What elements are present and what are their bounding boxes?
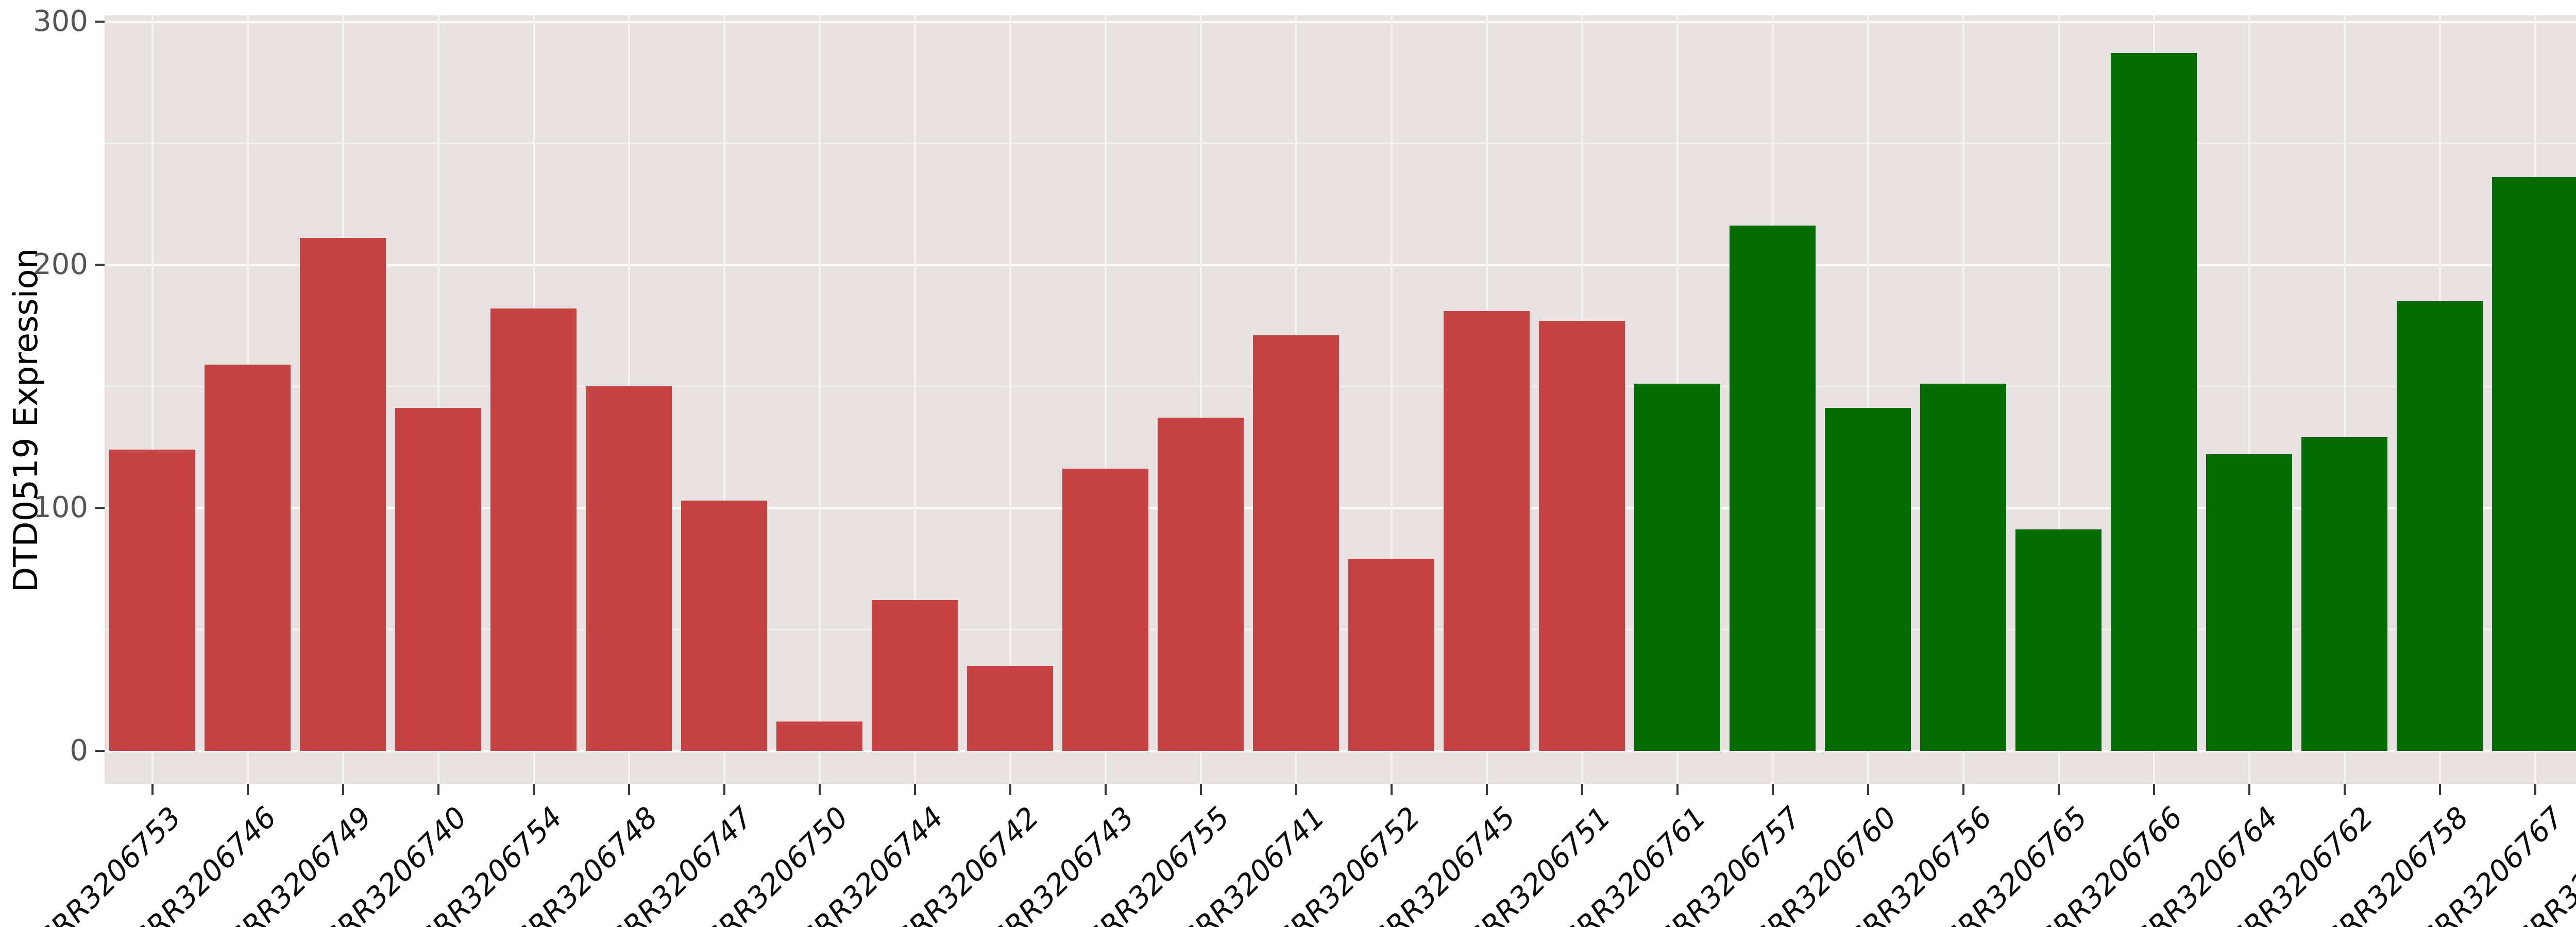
x-tick-mark	[2438, 784, 2441, 795]
y-tick-mark	[95, 507, 105, 509]
x-tick-mark	[723, 784, 725, 795]
major-gridline	[105, 507, 2576, 509]
bar-SRR3206758	[2397, 301, 2483, 751]
vertical-gridline	[1200, 15, 1202, 784]
bar-SRR3206756	[1920, 384, 2006, 751]
x-tick-mark	[1104, 784, 1107, 795]
x-tick-mark	[1485, 784, 1488, 795]
x-tick-mark	[1199, 784, 1202, 795]
vertical-gridline	[2248, 15, 2250, 784]
vertical-gridline	[819, 15, 821, 784]
plot-panel	[105, 15, 2576, 784]
vertical-gridline	[1105, 15, 1107, 784]
x-tick-mark	[913, 784, 916, 795]
vertical-gridline	[1867, 15, 1869, 784]
x-tick-mark	[2343, 784, 2346, 795]
bar-SRR3206748	[586, 386, 672, 751]
x-tick-mark	[342, 784, 344, 795]
x-tick-mark	[532, 784, 535, 795]
x-tick-mark	[818, 784, 821, 795]
vertical-gridline	[2058, 15, 2060, 784]
x-tick-mark	[151, 784, 154, 795]
major-gridline	[105, 21, 2576, 23]
minor-gridline	[105, 143, 2576, 144]
x-tick-mark	[1676, 784, 1679, 795]
vertical-gridline	[151, 15, 154, 784]
x-tick-mark	[1295, 784, 1297, 795]
vertical-gridline	[1391, 15, 1393, 784]
vertical-gridline	[2344, 15, 2346, 784]
bar-SRR3206744	[872, 600, 958, 751]
x-tick-mark	[2057, 784, 2060, 795]
bar-SRR3206742	[967, 666, 1053, 751]
x-tick-mark	[1962, 784, 1964, 795]
vertical-gridline	[914, 15, 916, 784]
bar-SRR3206761	[1634, 384, 1720, 751]
bar-SRR3206760	[1825, 408, 1911, 751]
bar-SRR3206766	[2111, 53, 2197, 751]
y-tick-mark	[95, 264, 105, 266]
bar-SRR3206750	[776, 722, 862, 751]
bar-SRR3206764	[2206, 454, 2292, 751]
x-tick-mark	[2248, 784, 2250, 795]
bar-SRR3206740	[395, 408, 481, 751]
bar-SRR3206746	[205, 365, 291, 751]
x-tick-mark	[1009, 784, 1011, 795]
y-tick-label: 0	[70, 734, 88, 767]
bar-SRR3206743	[1062, 469, 1148, 751]
x-tick-mark	[246, 784, 249, 795]
y-tick-mark	[95, 21, 105, 23]
x-tick-mark	[1390, 784, 1393, 795]
x-tick-mark	[1867, 784, 1869, 795]
y-axis-title: DTD0519 Expression	[7, 248, 45, 593]
x-tick-mark	[1771, 784, 1774, 795]
bar-SRR3206749	[300, 238, 386, 751]
y-tick-label: 200	[33, 248, 88, 281]
major-gridline	[105, 264, 2576, 266]
x-tick-mark	[437, 784, 439, 795]
vertical-gridline	[1009, 15, 1011, 784]
bar-SRR3206747	[681, 501, 767, 751]
bar-SRR3206767	[2492, 177, 2576, 751]
bar-SRR3206757	[1730, 226, 1816, 751]
y-tick-mark	[95, 750, 105, 752]
vertical-gridline	[723, 15, 725, 784]
minor-gridline	[105, 629, 2576, 630]
x-tick-mark	[1581, 784, 1583, 795]
x-tick-mark	[628, 784, 630, 795]
major-gridline	[105, 750, 2576, 752]
bar-SRR3206762	[2301, 437, 2387, 751]
bar-SRR3206765	[2015, 529, 2102, 751]
x-tick-mark	[2534, 784, 2536, 795]
bar-SRR3206755	[1158, 418, 1244, 751]
bar-SRR3206751	[1539, 321, 1625, 751]
vertical-gridline	[437, 15, 439, 784]
y-tick-label: 300	[33, 5, 88, 38]
y-tick-label: 100	[33, 491, 88, 524]
bar-SRR3206741	[1253, 335, 1339, 751]
bar-SRR3206754	[490, 308, 577, 751]
minor-gridline	[105, 386, 2576, 387]
bar-SRR3206753	[109, 450, 195, 751]
bar-SRR3206752	[1348, 559, 1434, 751]
x-tick-mark	[2153, 784, 2155, 795]
bar-SRR3206745	[1444, 311, 1530, 751]
